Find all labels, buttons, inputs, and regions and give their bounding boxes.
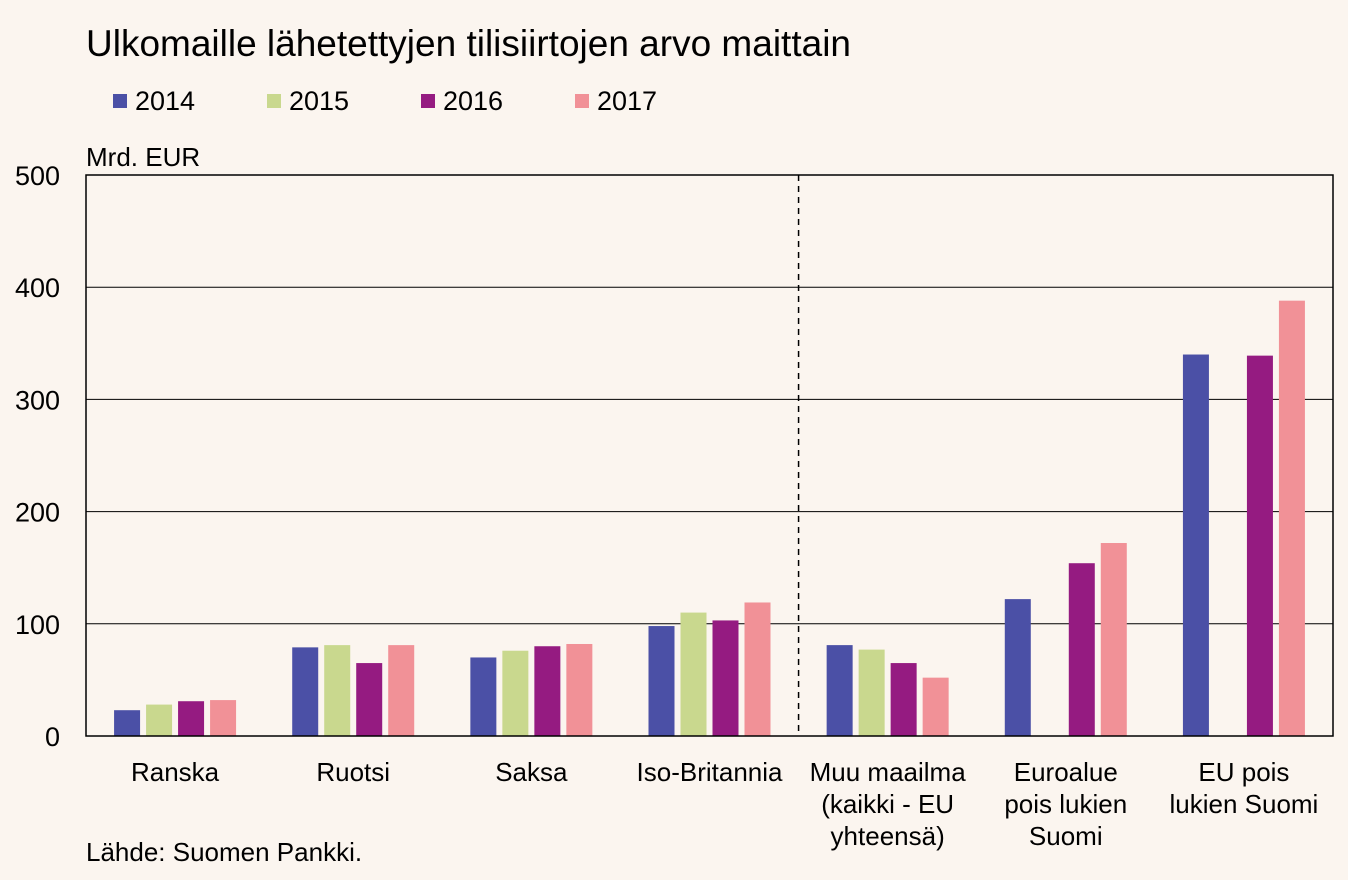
plot-frame bbox=[85, 174, 1334, 737]
bar-2014-4 bbox=[826, 645, 853, 736]
x-tick-label-4-0: Muu maailma bbox=[810, 757, 967, 787]
legend-label-2015: 2015 bbox=[289, 85, 350, 116]
legend-swatch-2014 bbox=[113, 94, 127, 108]
bar-2015-0 bbox=[146, 704, 173, 736]
legend-label-2014: 2014 bbox=[135, 85, 196, 116]
bar-2016-4 bbox=[890, 663, 917, 736]
x-tick-label-4-1: (kaikki - EU bbox=[821, 789, 954, 819]
bar-2017-6 bbox=[1278, 300, 1305, 736]
legend-swatch-2017 bbox=[575, 94, 589, 108]
x-tick-label-2-0: Saksa bbox=[495, 757, 568, 787]
y-tick-label-500: 500 bbox=[15, 161, 60, 191]
x-tick-label-6-1: lukien Suomi bbox=[1169, 789, 1318, 819]
bar-2016-6 bbox=[1246, 355, 1273, 736]
bar-2015-1 bbox=[324, 645, 351, 736]
x-tick-label-1-0: Ruotsi bbox=[316, 757, 390, 787]
chart-title: Ulkomaille lähetettyjen tilisiirtojen ar… bbox=[86, 23, 851, 64]
x-tick-label-5-1: pois lukien bbox=[1004, 789, 1127, 819]
bar-2016-2 bbox=[534, 646, 561, 736]
bar-2014-5 bbox=[1004, 599, 1031, 736]
bar-2017-1 bbox=[388, 645, 415, 736]
legend-label-2016: 2016 bbox=[443, 85, 504, 116]
bar-2017-5 bbox=[1100, 543, 1127, 736]
bar-2014-3 bbox=[648, 626, 675, 736]
legend-item-2017: 2017 bbox=[575, 84, 657, 118]
x-tick-label-3-0: Iso-Britannia bbox=[637, 757, 783, 787]
y-axis-unit-label: Mrd. EUR bbox=[86, 142, 201, 172]
legend-label-2017: 2017 bbox=[597, 85, 658, 116]
bar-2017-3 bbox=[744, 602, 771, 736]
bar-2016-3 bbox=[712, 620, 739, 736]
bar-2017-0 bbox=[210, 700, 237, 736]
y-tick-label-300: 300 bbox=[15, 385, 60, 415]
x-tick-label-5-2: Suomi bbox=[1029, 821, 1103, 851]
y-tick-label-200: 200 bbox=[15, 498, 60, 528]
source-note: Lähde: Suomen Pankki. bbox=[86, 837, 363, 867]
x-tick-label-0-0: Ranska bbox=[131, 757, 220, 787]
legend-item-2014: 2014 bbox=[113, 84, 195, 118]
legend-swatch-2016 bbox=[421, 94, 435, 108]
bar-2016-0 bbox=[178, 701, 205, 736]
bar-2017-2 bbox=[566, 643, 593, 736]
y-tick-label-400: 400 bbox=[15, 273, 60, 303]
bar-2014-2 bbox=[470, 657, 497, 736]
bar-2015-2 bbox=[502, 650, 529, 736]
y-tick-label-0: 0 bbox=[45, 722, 60, 752]
bar-2015-3 bbox=[680, 612, 707, 736]
bar-2016-5 bbox=[1068, 563, 1095, 736]
bar-2016-1 bbox=[356, 663, 383, 736]
legend-swatch-2015 bbox=[267, 94, 281, 108]
x-tick-label-4-2: yhteensä) bbox=[831, 821, 945, 851]
bar-2015-4 bbox=[858, 649, 885, 736]
bar-2014-6 bbox=[1182, 354, 1209, 736]
legend-item-2015: 2015 bbox=[267, 84, 349, 118]
bar-2017-4 bbox=[922, 677, 949, 736]
bar-2014-0 bbox=[114, 710, 141, 736]
legend-item-2016: 2016 bbox=[421, 84, 503, 118]
y-tick-label-100: 100 bbox=[15, 610, 60, 640]
x-tick-label-5-0: Euroalue bbox=[1014, 757, 1118, 787]
bar-2014-1 bbox=[292, 647, 319, 736]
x-tick-label-6-0: EU pois bbox=[1198, 757, 1289, 787]
